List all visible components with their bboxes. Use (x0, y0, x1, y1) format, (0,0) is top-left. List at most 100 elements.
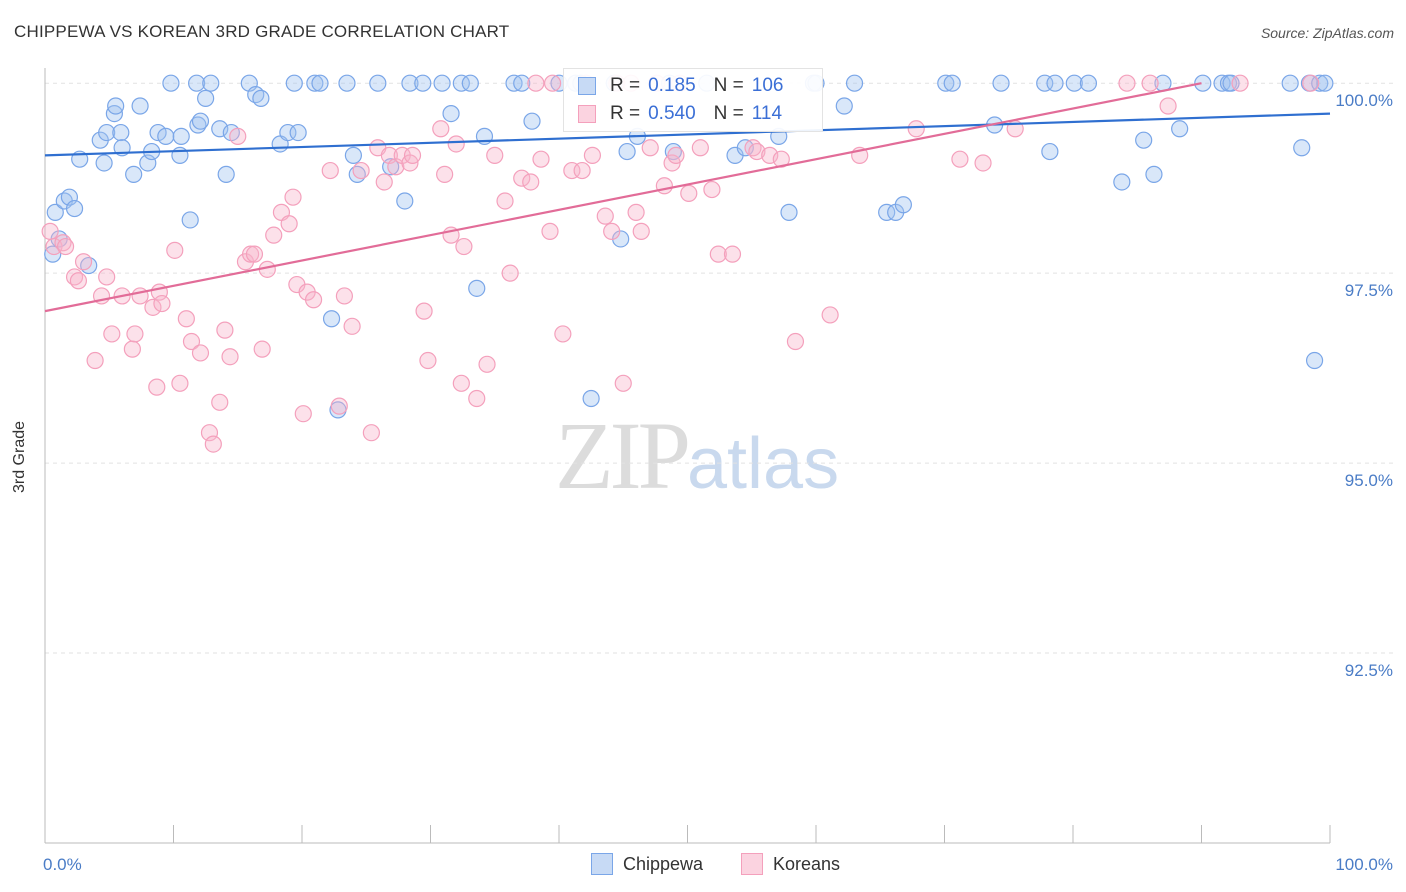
chippewa-point (1281, 74, 1299, 92)
koreans-point (335, 287, 354, 305)
koreans-point (284, 188, 302, 206)
koreans-point (74, 253, 93, 271)
koreans-point (691, 139, 709, 157)
koreans-point (821, 306, 839, 324)
r-label: R = (610, 75, 641, 96)
koreans-point (1141, 74, 1159, 92)
chippewa-point (46, 203, 64, 221)
chippewa-point (878, 203, 896, 221)
koreans-point (709, 245, 727, 263)
chippewa-point (285, 74, 303, 92)
koreans-point (974, 154, 992, 172)
chippewa-point (1113, 173, 1131, 191)
chippewa-point (369, 74, 387, 92)
r-value-chippewa: 0.185 (648, 75, 696, 96)
koreans-point (69, 272, 88, 290)
r-value-koreans: 0.540 (648, 103, 696, 124)
koreans-point (103, 325, 121, 343)
koreans-point (723, 245, 742, 263)
koreans-point (513, 169, 531, 187)
x-tick-label: 0.0% (43, 855, 82, 874)
chippewa-point (1194, 74, 1212, 92)
chippewa-point (414, 74, 432, 92)
n-label: N = (713, 103, 744, 124)
koreans-point (200, 424, 219, 442)
koreans-point (216, 321, 234, 339)
koreans-point (951, 150, 969, 168)
chippewa-point (1041, 142, 1059, 161)
koreans-point (573, 161, 591, 180)
koreans-point (253, 340, 271, 358)
koreans-point (148, 378, 166, 396)
chippewa-point (311, 74, 329, 92)
chippewa-point (1171, 120, 1189, 138)
chippewa-point (95, 154, 113, 172)
koreans-point (907, 120, 925, 138)
bottom-swatch-chippewa (591, 853, 613, 875)
koreans-point (447, 135, 465, 153)
koreans-trend-line (44, 82, 1202, 313)
chippewa-point (442, 104, 460, 123)
koreans-point (532, 150, 550, 168)
koreans-point (191, 344, 210, 362)
chippewa-point (1316, 74, 1334, 92)
stats-legend: R = 0.185 N = 106 R = 0.540 N = 114 (563, 68, 823, 132)
chippewa-point (1145, 165, 1163, 183)
chippewa-point (992, 74, 1010, 92)
koreans-point (1159, 97, 1177, 115)
koreans-point (641, 139, 659, 157)
legend-row-chippewa: R = 0.185 N = 106 (578, 73, 801, 99)
koreans-point (123, 340, 141, 358)
koreans-point (703, 180, 721, 199)
bottom-legend-chippewa[interactable]: Chippewa (591, 851, 703, 877)
chippewa-point (202, 74, 220, 92)
koreans-point (242, 245, 260, 263)
koreans-point (415, 302, 433, 320)
chippewa-point (252, 89, 270, 107)
chippewa-point (197, 89, 215, 107)
koreans-point (522, 173, 540, 191)
chippewa-point (1065, 74, 1083, 92)
koreans-point (177, 310, 195, 328)
x-tick-label: 100.0% (1335, 855, 1393, 874)
chippewa-point (452, 74, 470, 92)
chippewa-point (937, 74, 955, 92)
koreans-point (204, 435, 222, 453)
chippewa-point (468, 279, 486, 297)
koreans-point (527, 74, 545, 92)
chippewa-point (582, 389, 600, 408)
legend-swatch-koreans (578, 105, 596, 123)
chippewa-point (289, 123, 307, 142)
watermark-atlas: atlas (687, 424, 840, 504)
chippewa-point (125, 165, 143, 183)
koreans-point (265, 226, 283, 244)
koreans-point (375, 173, 393, 191)
chippewa-point (1293, 139, 1311, 157)
koreans-point (1231, 74, 1249, 92)
chippewa-trend-line (44, 112, 1331, 157)
koreans-point (166, 241, 184, 259)
koreans-point (1118, 74, 1136, 92)
chippewa-point (181, 211, 199, 229)
legend-row-koreans: R = 0.540 N = 114 (578, 101, 800, 127)
chippewa-point (1311, 74, 1329, 92)
koreans-point (436, 165, 454, 183)
y-tick-label: 95.0% (1345, 471, 1393, 490)
chippewa-point (513, 74, 531, 92)
koreans-point (343, 317, 361, 335)
chippewa-point (65, 199, 84, 218)
chippewa-point (461, 74, 479, 92)
chippewa-point (523, 112, 541, 130)
koreans-point (496, 192, 514, 210)
chippewa-point (172, 127, 190, 145)
r-label: R = (610, 103, 641, 124)
koreans-point (86, 351, 104, 370)
chippewa-point (1046, 74, 1064, 92)
koreans-point (680, 184, 698, 202)
bottom-legend-label-chippewa: Chippewa (623, 853, 704, 874)
chippewa-point (1305, 351, 1324, 370)
bottom-legend-koreans[interactable]: Koreans (741, 851, 840, 877)
koreans-point (452, 374, 470, 392)
koreans-point (554, 325, 572, 343)
